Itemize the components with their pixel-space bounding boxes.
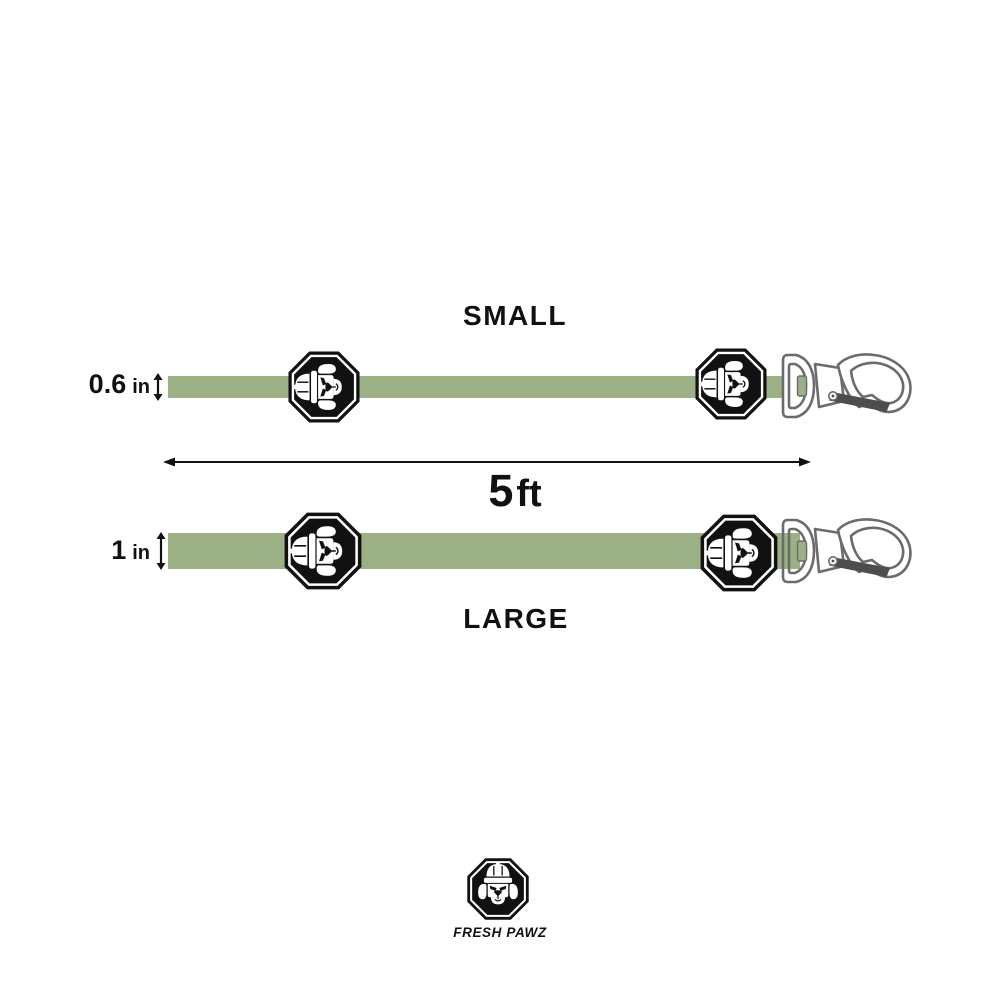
length-arrow-icon bbox=[163, 457, 811, 467]
length-label: 5 ft bbox=[390, 468, 640, 513]
fresh-pawz-logo-icon bbox=[466, 857, 530, 921]
fresh-pawz-patch-icon bbox=[283, 511, 363, 591]
carabiner-clasp-icon bbox=[781, 518, 912, 584]
large-leash-title: LARGE bbox=[463, 603, 569, 634]
small-width-value: 0.6 bbox=[88, 369, 127, 399]
fresh-pawz-patch-icon bbox=[699, 513, 779, 593]
large-width-label: 1 in bbox=[58, 537, 150, 564]
small-width-label: 0.6 in bbox=[40, 371, 150, 398]
small-leash-title: SMALL bbox=[463, 300, 567, 331]
small-width-arrow-icon bbox=[153, 373, 163, 401]
large-width-value: 1 bbox=[111, 535, 127, 565]
brand-wordmark: FRESH PAWZ bbox=[453, 925, 547, 940]
small-leash-strap bbox=[168, 376, 784, 398]
large-width-unit: in bbox=[132, 542, 150, 564]
large-leash-strap bbox=[168, 533, 800, 569]
small-width-unit: in bbox=[132, 376, 150, 398]
length-unit: ft bbox=[516, 473, 542, 515]
length-value: 5 bbox=[488, 465, 514, 516]
fresh-pawz-patch-icon bbox=[694, 347, 768, 421]
large-width-arrow-icon bbox=[156, 532, 166, 570]
carabiner-clasp-icon bbox=[781, 353, 912, 419]
fresh-pawz-patch-icon bbox=[287, 350, 361, 424]
